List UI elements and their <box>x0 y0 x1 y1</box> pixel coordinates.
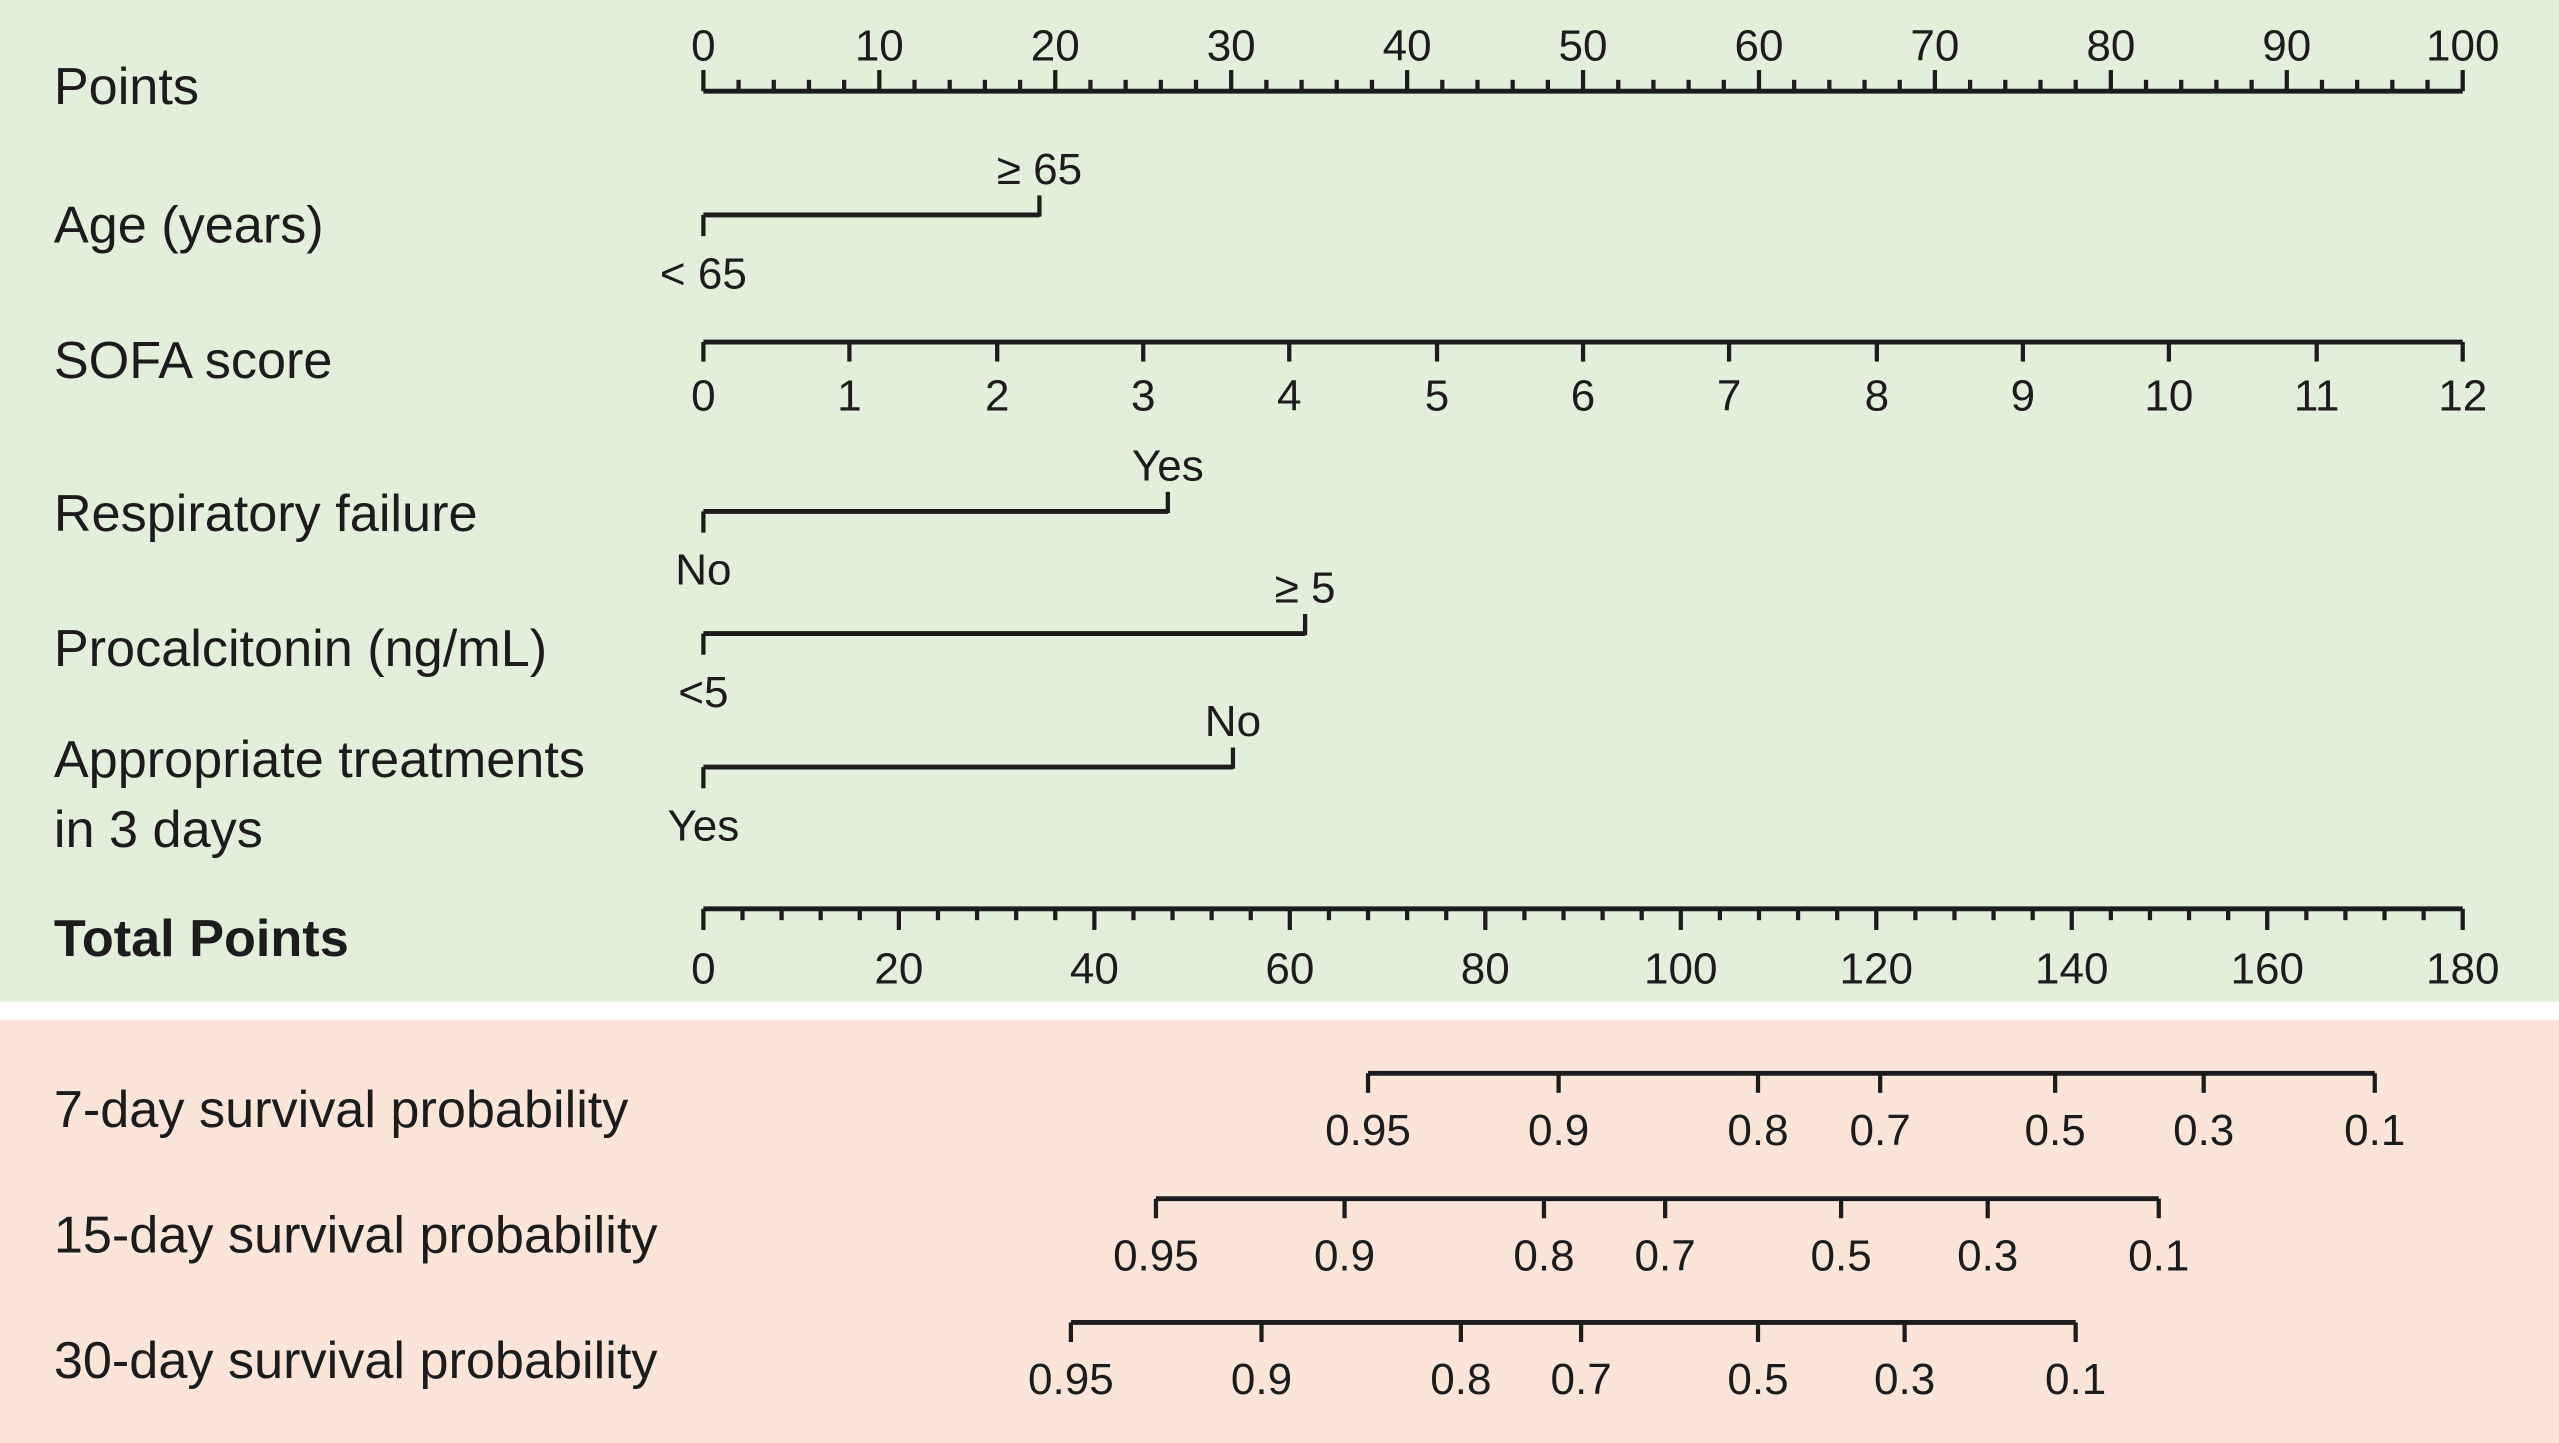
15-day-survival-probability-tick-label: 0.8 <box>1513 1231 1574 1280</box>
7-day-survival-probability-tick-label: 0.3 <box>2173 1106 2234 1155</box>
sofa-score-tick-label: 7 <box>1717 371 1742 420</box>
total-points-axis-tick-label: 120 <box>1840 945 1913 994</box>
30-day-survival-probability-tick-label: 0.3 <box>1874 1355 1935 1404</box>
15-day-survival-probability-tick-label: 0.7 <box>1635 1231 1696 1280</box>
sofa-score-tick-label: 5 <box>1425 371 1450 420</box>
respiratory-failure-level-label: Yes <box>1132 441 1204 490</box>
age-years-label: Age (years) <box>54 197 324 255</box>
7-day-survival-probability-tick-label: 0.95 <box>1325 1106 1411 1155</box>
total-points-axis-tick-label: 40 <box>1070 945 1119 994</box>
respiratory-failure-level-label: No <box>675 546 731 595</box>
points-axis-tick-label: 100 <box>2426 21 2499 70</box>
points-axis-tick-label: 40 <box>1383 21 1432 70</box>
appropriate-treatments-in-3-days-level-label: No <box>1205 697 1261 746</box>
total-points-axis-tick-label: 100 <box>1644 945 1717 994</box>
7-day-survival-probability-label: 7-day survival probability <box>54 1081 629 1139</box>
sofa-score-tick-label: 9 <box>2011 371 2036 420</box>
15-day-survival-probability-tick-label: 0.9 <box>1314 1231 1375 1280</box>
7-day-survival-probability-tick-label: 0.7 <box>1850 1106 1911 1155</box>
7-day-survival-probability-tick-label: 0.9 <box>1528 1106 1589 1155</box>
total-points-axis-tick-label: 160 <box>2230 945 2303 994</box>
30-day-survival-probability-tick-label: 0.95 <box>1028 1355 1114 1404</box>
points-axis-tick-label: 30 <box>1207 21 1256 70</box>
total-points-axis-tick-label: 0 <box>691 945 716 994</box>
7-day-survival-probability-tick-label: 0.8 <box>1727 1106 1788 1155</box>
points-axis-tick-label: 10 <box>855 21 904 70</box>
15-day-survival-probability-tick-label: 0.5 <box>1810 1231 1871 1280</box>
total-points-axis-tick-label: 80 <box>1461 945 1510 994</box>
points-axis-label: Points <box>54 58 199 116</box>
sofa-score-tick-label: 8 <box>1865 371 1890 420</box>
total-points-axis-tick-label: 60 <box>1265 945 1314 994</box>
sofa-score-tick-label: 11 <box>2294 371 2340 420</box>
appropriate-treatments-in-3-days-label: Appropriate treatments <box>54 731 585 789</box>
7-day-survival-probability-tick-label: 0.1 <box>2344 1106 2405 1155</box>
procalcitonin-ng-ml-label: Procalcitonin (ng/mL) <box>54 620 547 678</box>
appropriate-treatments-in-3-days-level-label: Yes <box>667 801 739 850</box>
predictor-panel <box>0 0 2559 1002</box>
30-day-survival-probability-tick-label: 0.7 <box>1550 1355 1611 1404</box>
points-axis-tick-label: 70 <box>1910 21 1959 70</box>
total-points-axis-tick-label: 180 <box>2426 945 2499 994</box>
appropriate-treatments-in-3-days-label: in 3 days <box>54 801 263 859</box>
sofa-score-tick-label: 12 <box>2438 371 2487 420</box>
30-day-survival-probability-label: 30-day survival probability <box>54 1332 658 1390</box>
30-day-survival-probability-tick-label: 0.8 <box>1430 1355 1491 1404</box>
age-years-level-label: < 65 <box>660 249 747 298</box>
points-axis-tick-label: 0 <box>691 21 716 70</box>
sofa-score-tick-label: 2 <box>985 371 1010 420</box>
points-axis-tick-label: 60 <box>1734 21 1783 70</box>
sofa-score-tick-label: 1 <box>837 371 862 420</box>
sofa-score-tick-label: 3 <box>1131 371 1156 420</box>
15-day-survival-probability-label: 15-day survival probability <box>54 1206 658 1264</box>
points-axis-tick-label: 90 <box>2262 21 2311 70</box>
30-day-survival-probability-tick-label: 0.5 <box>1727 1355 1788 1404</box>
points-axis-tick-label: 80 <box>2086 21 2135 70</box>
15-day-survival-probability-tick-label: 0.3 <box>1957 1231 2018 1280</box>
points-axis-tick-label: 20 <box>1031 21 1080 70</box>
procalcitonin-ng-ml-level-label: <5 <box>678 668 728 717</box>
15-day-survival-probability-tick-label: 0.1 <box>2128 1231 2189 1280</box>
sofa-score-tick-label: 6 <box>1571 371 1596 420</box>
total-points-axis-tick-label: 20 <box>874 945 923 994</box>
30-day-survival-probability-tick-label: 0.1 <box>2045 1355 2106 1404</box>
total-points-axis-tick-label: 140 <box>2035 945 2108 994</box>
respiratory-failure-label: Respiratory failure <box>54 485 478 543</box>
sofa-score-tick-label: 4 <box>1277 371 1302 420</box>
points-axis-tick-label: 50 <box>1559 21 1608 70</box>
15-day-survival-probability-tick-label: 0.95 <box>1113 1231 1199 1280</box>
survival-panel <box>0 1019 2559 1443</box>
sofa-score-tick-label: 0 <box>691 371 716 420</box>
age-years-level-label: ≥ 65 <box>997 145 1082 194</box>
sofa-score-tick-label: 10 <box>2144 371 2193 420</box>
total-points-axis-label: Total Points <box>54 910 349 968</box>
sofa-score-label: SOFA score <box>54 332 333 390</box>
procalcitonin-ng-ml-level-label: ≥ 5 <box>1275 564 1336 613</box>
7-day-survival-probability-tick-label: 0.5 <box>2025 1106 2086 1155</box>
30-day-survival-probability-tick-label: 0.9 <box>1231 1355 1292 1404</box>
